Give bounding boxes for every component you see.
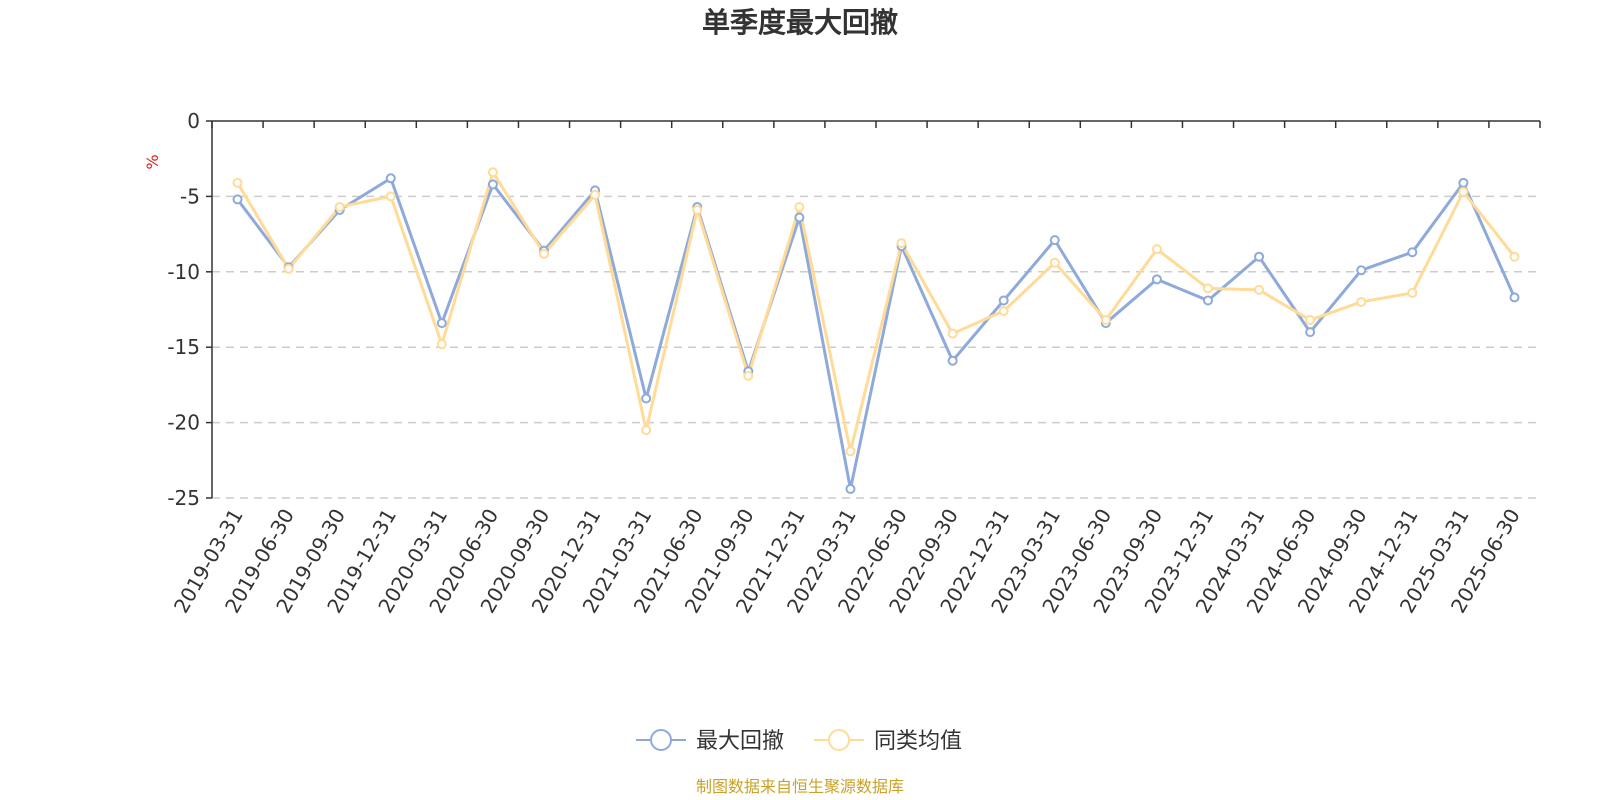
data-point[interactable] xyxy=(1305,315,1316,326)
series-line-0 xyxy=(236,176,1516,491)
x-tick-labels: 2019-03-312019-06-302019-09-302019-12-31… xyxy=(169,505,1525,618)
data-point[interactable] xyxy=(1407,287,1418,298)
series-line-1 xyxy=(236,170,1516,453)
data-point[interactable] xyxy=(692,204,703,215)
data-point[interactable] xyxy=(1509,292,1520,303)
data-point[interactable] xyxy=(1458,186,1469,197)
legend-label-max-drawdown: 最大回撤 xyxy=(696,729,784,754)
y-tick-label: 0 xyxy=(187,109,200,133)
data-point[interactable] xyxy=(1151,274,1162,285)
data-point[interactable] xyxy=(743,370,754,381)
data-point[interactable] xyxy=(436,339,447,350)
data-point[interactable] xyxy=(845,446,856,457)
data-point[interactable] xyxy=(385,191,396,202)
series xyxy=(232,167,1520,494)
y-tick-label: -10 xyxy=(167,260,200,284)
data-point[interactable] xyxy=(1049,235,1060,246)
data-point[interactable] xyxy=(487,167,498,178)
data-point[interactable] xyxy=(1151,244,1162,255)
data-point[interactable] xyxy=(334,201,345,212)
data-point[interactable] xyxy=(1305,327,1316,338)
data-point[interactable] xyxy=(1049,257,1060,268)
data-point[interactable] xyxy=(845,483,856,494)
legend-item-category-average[interactable]: 同类均值 xyxy=(814,729,962,754)
data-point[interactable] xyxy=(283,263,294,274)
legend: 最大回撤 同类均值 xyxy=(636,729,962,754)
data-point[interactable] xyxy=(998,306,1009,317)
data-point[interactable] xyxy=(487,179,498,190)
data-point[interactable] xyxy=(896,238,907,249)
data-point[interactable] xyxy=(794,212,805,223)
y-axis-unit: % xyxy=(143,154,162,169)
legend-circle-icon xyxy=(828,729,850,751)
data-point[interactable] xyxy=(436,318,447,329)
y-tick-label: -25 xyxy=(167,486,200,510)
data-point[interactable] xyxy=(1356,265,1367,276)
data-point[interactable] xyxy=(1458,177,1469,188)
data-point[interactable] xyxy=(1203,283,1213,294)
y-tick-label: -20 xyxy=(167,411,200,435)
data-point[interactable] xyxy=(232,177,243,188)
data-point[interactable] xyxy=(539,248,549,259)
data-point[interactable] xyxy=(794,201,805,212)
data-point[interactable] xyxy=(947,355,958,366)
data-point[interactable] xyxy=(385,173,396,184)
chart-title: 单季度最大回撤 xyxy=(702,6,898,39)
legend-label-category-average: 同类均值 xyxy=(874,729,962,754)
data-point[interactable] xyxy=(1100,315,1111,326)
data-point[interactable] xyxy=(641,393,652,404)
legend-circle-icon xyxy=(650,729,672,751)
data-point[interactable] xyxy=(232,194,243,205)
y-tick-label: -5 xyxy=(180,184,200,208)
y-tick-label: -15 xyxy=(167,335,200,359)
axes xyxy=(206,120,1541,499)
data-point[interactable] xyxy=(998,295,1009,306)
data-point[interactable] xyxy=(947,328,958,339)
y-tick-labels: 0 -5 -10 -15 -20 -25 xyxy=(167,109,200,510)
data-point[interactable] xyxy=(1407,247,1418,258)
data-point[interactable] xyxy=(1509,251,1520,262)
data-point[interactable] xyxy=(641,425,652,436)
data-point[interactable] xyxy=(1203,295,1213,306)
data-point[interactable] xyxy=(1254,251,1265,262)
data-point[interactable] xyxy=(1356,296,1367,307)
data-point[interactable] xyxy=(1254,284,1265,295)
data-source-note: 制图数据来自恒生聚源数据库 xyxy=(696,777,904,796)
legend-item-max-drawdown[interactable]: 最大回撤 xyxy=(636,729,784,754)
data-point[interactable] xyxy=(590,189,601,200)
